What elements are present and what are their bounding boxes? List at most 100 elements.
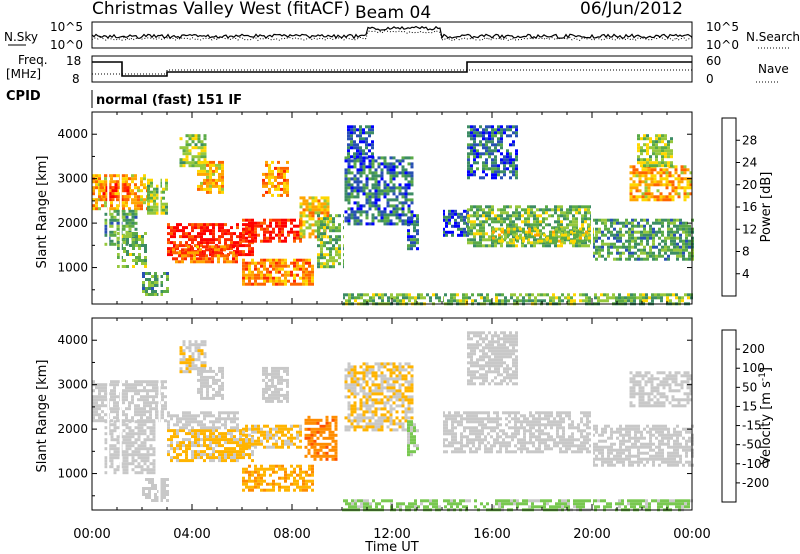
data-cell xyxy=(140,444,144,448)
data-cell xyxy=(117,253,120,256)
data-cell xyxy=(665,186,669,190)
data-cell xyxy=(176,444,179,448)
data-cell xyxy=(323,229,326,233)
data-cell xyxy=(137,456,141,460)
data-cell xyxy=(212,223,215,227)
data-cell xyxy=(275,427,278,431)
data-cell xyxy=(359,180,363,184)
data-cell xyxy=(138,253,141,256)
data-cell xyxy=(218,456,221,460)
y-tick-label: 3000 xyxy=(57,172,88,186)
data-cell xyxy=(302,276,305,280)
data-cell xyxy=(299,439,302,443)
data-cell xyxy=(473,131,476,135)
data-cell xyxy=(563,217,566,221)
data-cell xyxy=(113,398,116,402)
data-cell xyxy=(101,389,104,393)
data-cell xyxy=(673,218,676,222)
data-cell xyxy=(628,257,631,261)
data-cell xyxy=(284,264,287,268)
data-cell xyxy=(377,165,381,169)
data-cell xyxy=(509,217,512,221)
data-cell xyxy=(513,230,516,234)
data-cell xyxy=(269,218,272,222)
data-cell xyxy=(648,296,651,300)
data-cell xyxy=(488,146,491,150)
data-cell xyxy=(188,414,191,418)
data-cell xyxy=(160,490,163,493)
data-cell xyxy=(621,296,624,300)
data-cell xyxy=(221,456,224,460)
data-cell xyxy=(503,208,506,212)
data-cell xyxy=(362,156,366,160)
data-cell xyxy=(304,418,308,422)
data-cell xyxy=(607,227,610,231)
data-cell xyxy=(326,205,330,209)
data-cell xyxy=(323,217,326,221)
data-cell xyxy=(331,454,335,458)
data-cell xyxy=(245,244,248,248)
data-cell xyxy=(311,270,314,274)
data-cell xyxy=(265,163,268,167)
data-cell xyxy=(95,198,98,202)
power-x-ticks xyxy=(91,112,693,304)
data-cell xyxy=(284,439,287,443)
data-cell xyxy=(674,186,678,190)
data-cell xyxy=(137,423,141,427)
data-cell xyxy=(269,436,272,440)
data-cell xyxy=(125,453,129,457)
data-cell xyxy=(476,214,479,218)
data-cell xyxy=(488,205,491,209)
data-cell xyxy=(172,251,175,255)
data-cell xyxy=(278,282,281,286)
data-cell xyxy=(263,430,266,434)
data-cell xyxy=(311,276,314,280)
data-cell xyxy=(665,183,669,187)
data-cell xyxy=(200,241,203,245)
data-cell xyxy=(134,204,137,208)
data-cell xyxy=(573,236,576,240)
data-cell xyxy=(473,170,476,174)
data-cell xyxy=(254,479,257,483)
data-cell xyxy=(191,426,194,430)
data-cell xyxy=(613,236,616,240)
data-cell xyxy=(281,279,284,283)
data-cell xyxy=(262,378,265,382)
power-panel-frame xyxy=(91,111,693,305)
data-cell xyxy=(95,404,98,408)
data-cell xyxy=(257,233,260,237)
data-cell xyxy=(347,125,350,129)
data-cell xyxy=(673,230,676,234)
data-cell xyxy=(188,137,192,141)
data-cell xyxy=(410,198,414,202)
data-cell xyxy=(224,411,227,415)
data-cell xyxy=(154,275,157,278)
data-cell xyxy=(293,470,296,474)
data-cell xyxy=(269,261,272,265)
data-cell xyxy=(197,187,200,191)
data-cell xyxy=(182,226,185,230)
data-cell xyxy=(113,401,116,405)
data-cell xyxy=(680,180,684,184)
data-cell xyxy=(501,299,504,303)
data-cell xyxy=(268,169,271,173)
data-cell xyxy=(667,221,670,225)
data-cell xyxy=(146,465,150,469)
data-cell xyxy=(236,426,239,430)
data-cell xyxy=(682,224,685,228)
data-cell xyxy=(111,195,115,199)
data-cell xyxy=(215,178,218,182)
data-cell xyxy=(200,169,203,173)
data-cell xyxy=(251,247,254,251)
data-cell xyxy=(137,392,140,396)
data-cell xyxy=(670,227,673,231)
data-cell xyxy=(275,439,278,443)
data-cell xyxy=(314,220,318,224)
data-cell xyxy=(218,393,221,397)
data-cell xyxy=(200,375,203,379)
data-cell xyxy=(498,227,501,231)
data-cell xyxy=(260,239,263,243)
data-cell xyxy=(105,189,109,193)
data-cell xyxy=(98,404,101,408)
data-cell xyxy=(653,180,657,184)
